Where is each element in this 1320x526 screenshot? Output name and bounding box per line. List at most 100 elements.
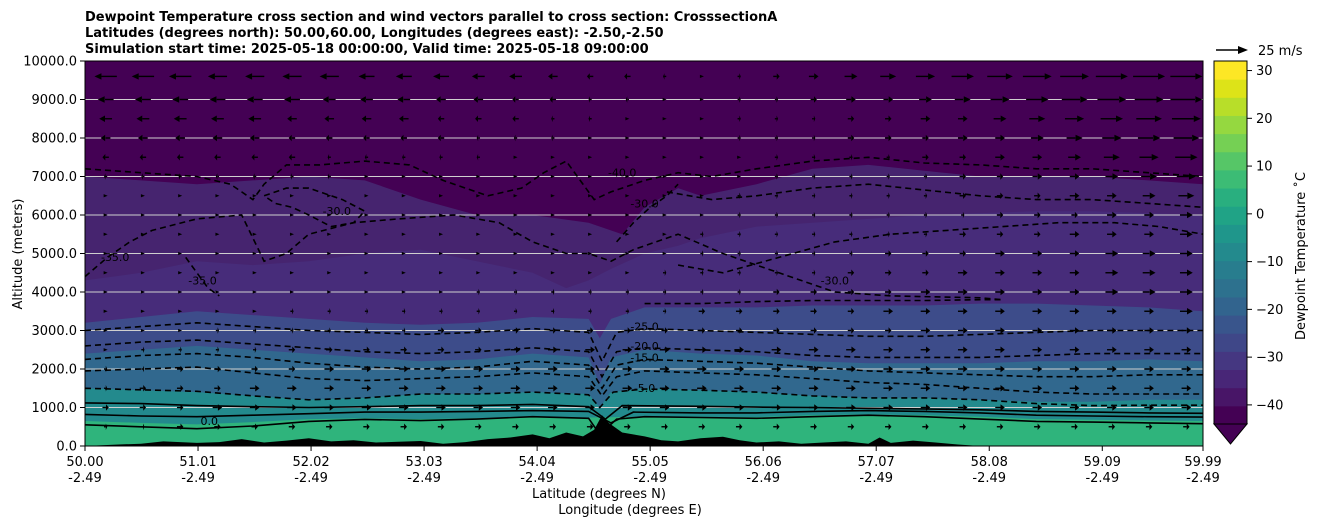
wind-arrow bbox=[289, 232, 294, 236]
wind-arrow bbox=[588, 213, 593, 217]
wind-arrow-head bbox=[888, 173, 890, 180]
wind-arrow-head bbox=[1112, 423, 1116, 430]
wind-arrow-head bbox=[251, 154, 255, 161]
wind-arrow-head bbox=[1112, 269, 1119, 276]
x-tick-label-lat-5: 55.05 bbox=[632, 455, 669, 470]
colorbar-segment-4 bbox=[1214, 333, 1247, 352]
x-tick-label-lat-0: 50.00 bbox=[66, 455, 103, 470]
wind-arrow-head bbox=[139, 154, 143, 161]
wind-arrow-head bbox=[851, 211, 853, 219]
wind-arrow-head bbox=[888, 96, 894, 103]
wind-arrow bbox=[364, 174, 369, 179]
wind-arrow-head bbox=[1000, 231, 1004, 238]
chart-title-line-2: Latitudes (degrees north): 50.00,60.00, … bbox=[85, 26, 664, 41]
wind-arrow-head bbox=[437, 134, 441, 142]
wind-arrow bbox=[327, 194, 332, 198]
wind-arrow-head bbox=[207, 73, 215, 80]
wind-arrow-head bbox=[851, 327, 855, 334]
wind-arrow bbox=[476, 232, 481, 236]
wind-arrow-head bbox=[360, 96, 366, 103]
wind-arrow-head bbox=[515, 423, 519, 430]
wind-arrow-head bbox=[136, 115, 143, 122]
wind-arrow-head bbox=[925, 134, 929, 142]
wind-arrow bbox=[662, 213, 667, 217]
wind-arrow-head bbox=[1075, 250, 1080, 257]
wind-arrow-head bbox=[1080, 96, 1088, 103]
wind-arrow-head bbox=[1149, 423, 1153, 430]
wind-arrow bbox=[327, 290, 332, 294]
colorbar-segment-15 bbox=[1214, 133, 1247, 153]
wind-arrow-head bbox=[1112, 192, 1117, 199]
wind-arrow bbox=[662, 251, 667, 256]
wind-arrow bbox=[364, 290, 369, 294]
wind-arrow-head bbox=[702, 423, 706, 430]
contour-line-3 bbox=[85, 387, 1203, 409]
wind-arrow-head bbox=[478, 423, 482, 430]
wind-arrow-head bbox=[590, 308, 592, 315]
contour-label-3: -5.0 bbox=[634, 382, 655, 395]
wind-arrow-head bbox=[404, 346, 407, 353]
wind-arrow bbox=[439, 232, 444, 236]
wind-arrow-head bbox=[1037, 404, 1043, 411]
wind-arrow-head bbox=[1075, 231, 1080, 238]
wind-arrow-head bbox=[588, 96, 590, 103]
wind-arrow-head bbox=[925, 269, 929, 276]
wind-arrow bbox=[476, 194, 481, 198]
wind-arrow-head bbox=[851, 308, 855, 315]
colorbar-segment-13 bbox=[1214, 169, 1247, 189]
wind-arrow bbox=[588, 194, 593, 198]
y-tick-label-5: 5000.0 bbox=[32, 247, 78, 262]
wind-arrow-head bbox=[1037, 423, 1041, 430]
colorbar-segment-6 bbox=[1214, 296, 1247, 316]
wind-arrow-head bbox=[551, 134, 553, 142]
wind-arrow-head bbox=[1153, 134, 1161, 142]
wind-arrow bbox=[699, 194, 704, 198]
wind-arrow-head bbox=[888, 115, 892, 122]
wind-arrow-head bbox=[329, 346, 333, 353]
wind-arrow-head bbox=[134, 96, 142, 103]
wind-arrow bbox=[178, 194, 183, 198]
wind-arrow-head bbox=[548, 73, 553, 80]
wind-arrow-head bbox=[143, 365, 145, 373]
wind-arrow-head bbox=[813, 250, 816, 257]
wind-arrow-head bbox=[962, 211, 965, 219]
wind-arrow bbox=[625, 174, 630, 179]
wind-arrow-head bbox=[1149, 308, 1154, 315]
wind-arrow-head bbox=[925, 192, 928, 199]
wind-arrow-head bbox=[925, 250, 929, 257]
y-axis: 0.0 1000.0 2000.0 3000.0 4000.0 5000.0 6000.0 7… bbox=[23, 55, 85, 455]
wind-arrow-head bbox=[441, 423, 445, 430]
wind-arrow-head bbox=[776, 115, 779, 122]
wind-arrow-head bbox=[813, 173, 816, 180]
y-tick-label-2: 2000.0 bbox=[32, 363, 78, 378]
wind-arrow-head bbox=[1075, 192, 1080, 199]
wind-arrow-head bbox=[851, 346, 856, 353]
wind-arrow-head bbox=[366, 308, 369, 315]
wind-arrow bbox=[588, 174, 593, 179]
wind-arrow-head bbox=[1154, 115, 1162, 122]
wind-arrow-head bbox=[516, 404, 521, 411]
wind-arrow-head bbox=[478, 308, 480, 315]
colorbar-segment-10 bbox=[1214, 224, 1247, 243]
y-tick-label-0: 0.0 bbox=[56, 440, 77, 455]
wind-arrow-head bbox=[1119, 96, 1127, 103]
colorbar-segment-7 bbox=[1214, 278, 1247, 298]
wind-arrow-head bbox=[516, 365, 521, 373]
wind-arrow bbox=[439, 290, 444, 294]
wind-arrow bbox=[215, 194, 220, 198]
x-tick-label-lat-2: 52.02 bbox=[292, 455, 329, 470]
wind-arrow-head bbox=[966, 73, 974, 80]
wind-arrow-head bbox=[888, 134, 892, 142]
wind-arrow-head bbox=[814, 365, 819, 373]
wind-arrow bbox=[625, 155, 630, 159]
wind-arrow-head bbox=[813, 211, 816, 219]
colorbar-segment-14 bbox=[1214, 151, 1247, 171]
wind-arrow bbox=[476, 271, 481, 275]
wind-arrow-head bbox=[888, 308, 894, 315]
wind-arrow bbox=[327, 232, 332, 236]
x-tick-label-lon-5: -2.49 bbox=[633, 471, 667, 486]
wind-arrow-head bbox=[1149, 385, 1154, 392]
wind-arrow-head bbox=[963, 327, 968, 334]
wind-arrow-head bbox=[104, 173, 106, 180]
wind-arrow bbox=[215, 290, 220, 294]
